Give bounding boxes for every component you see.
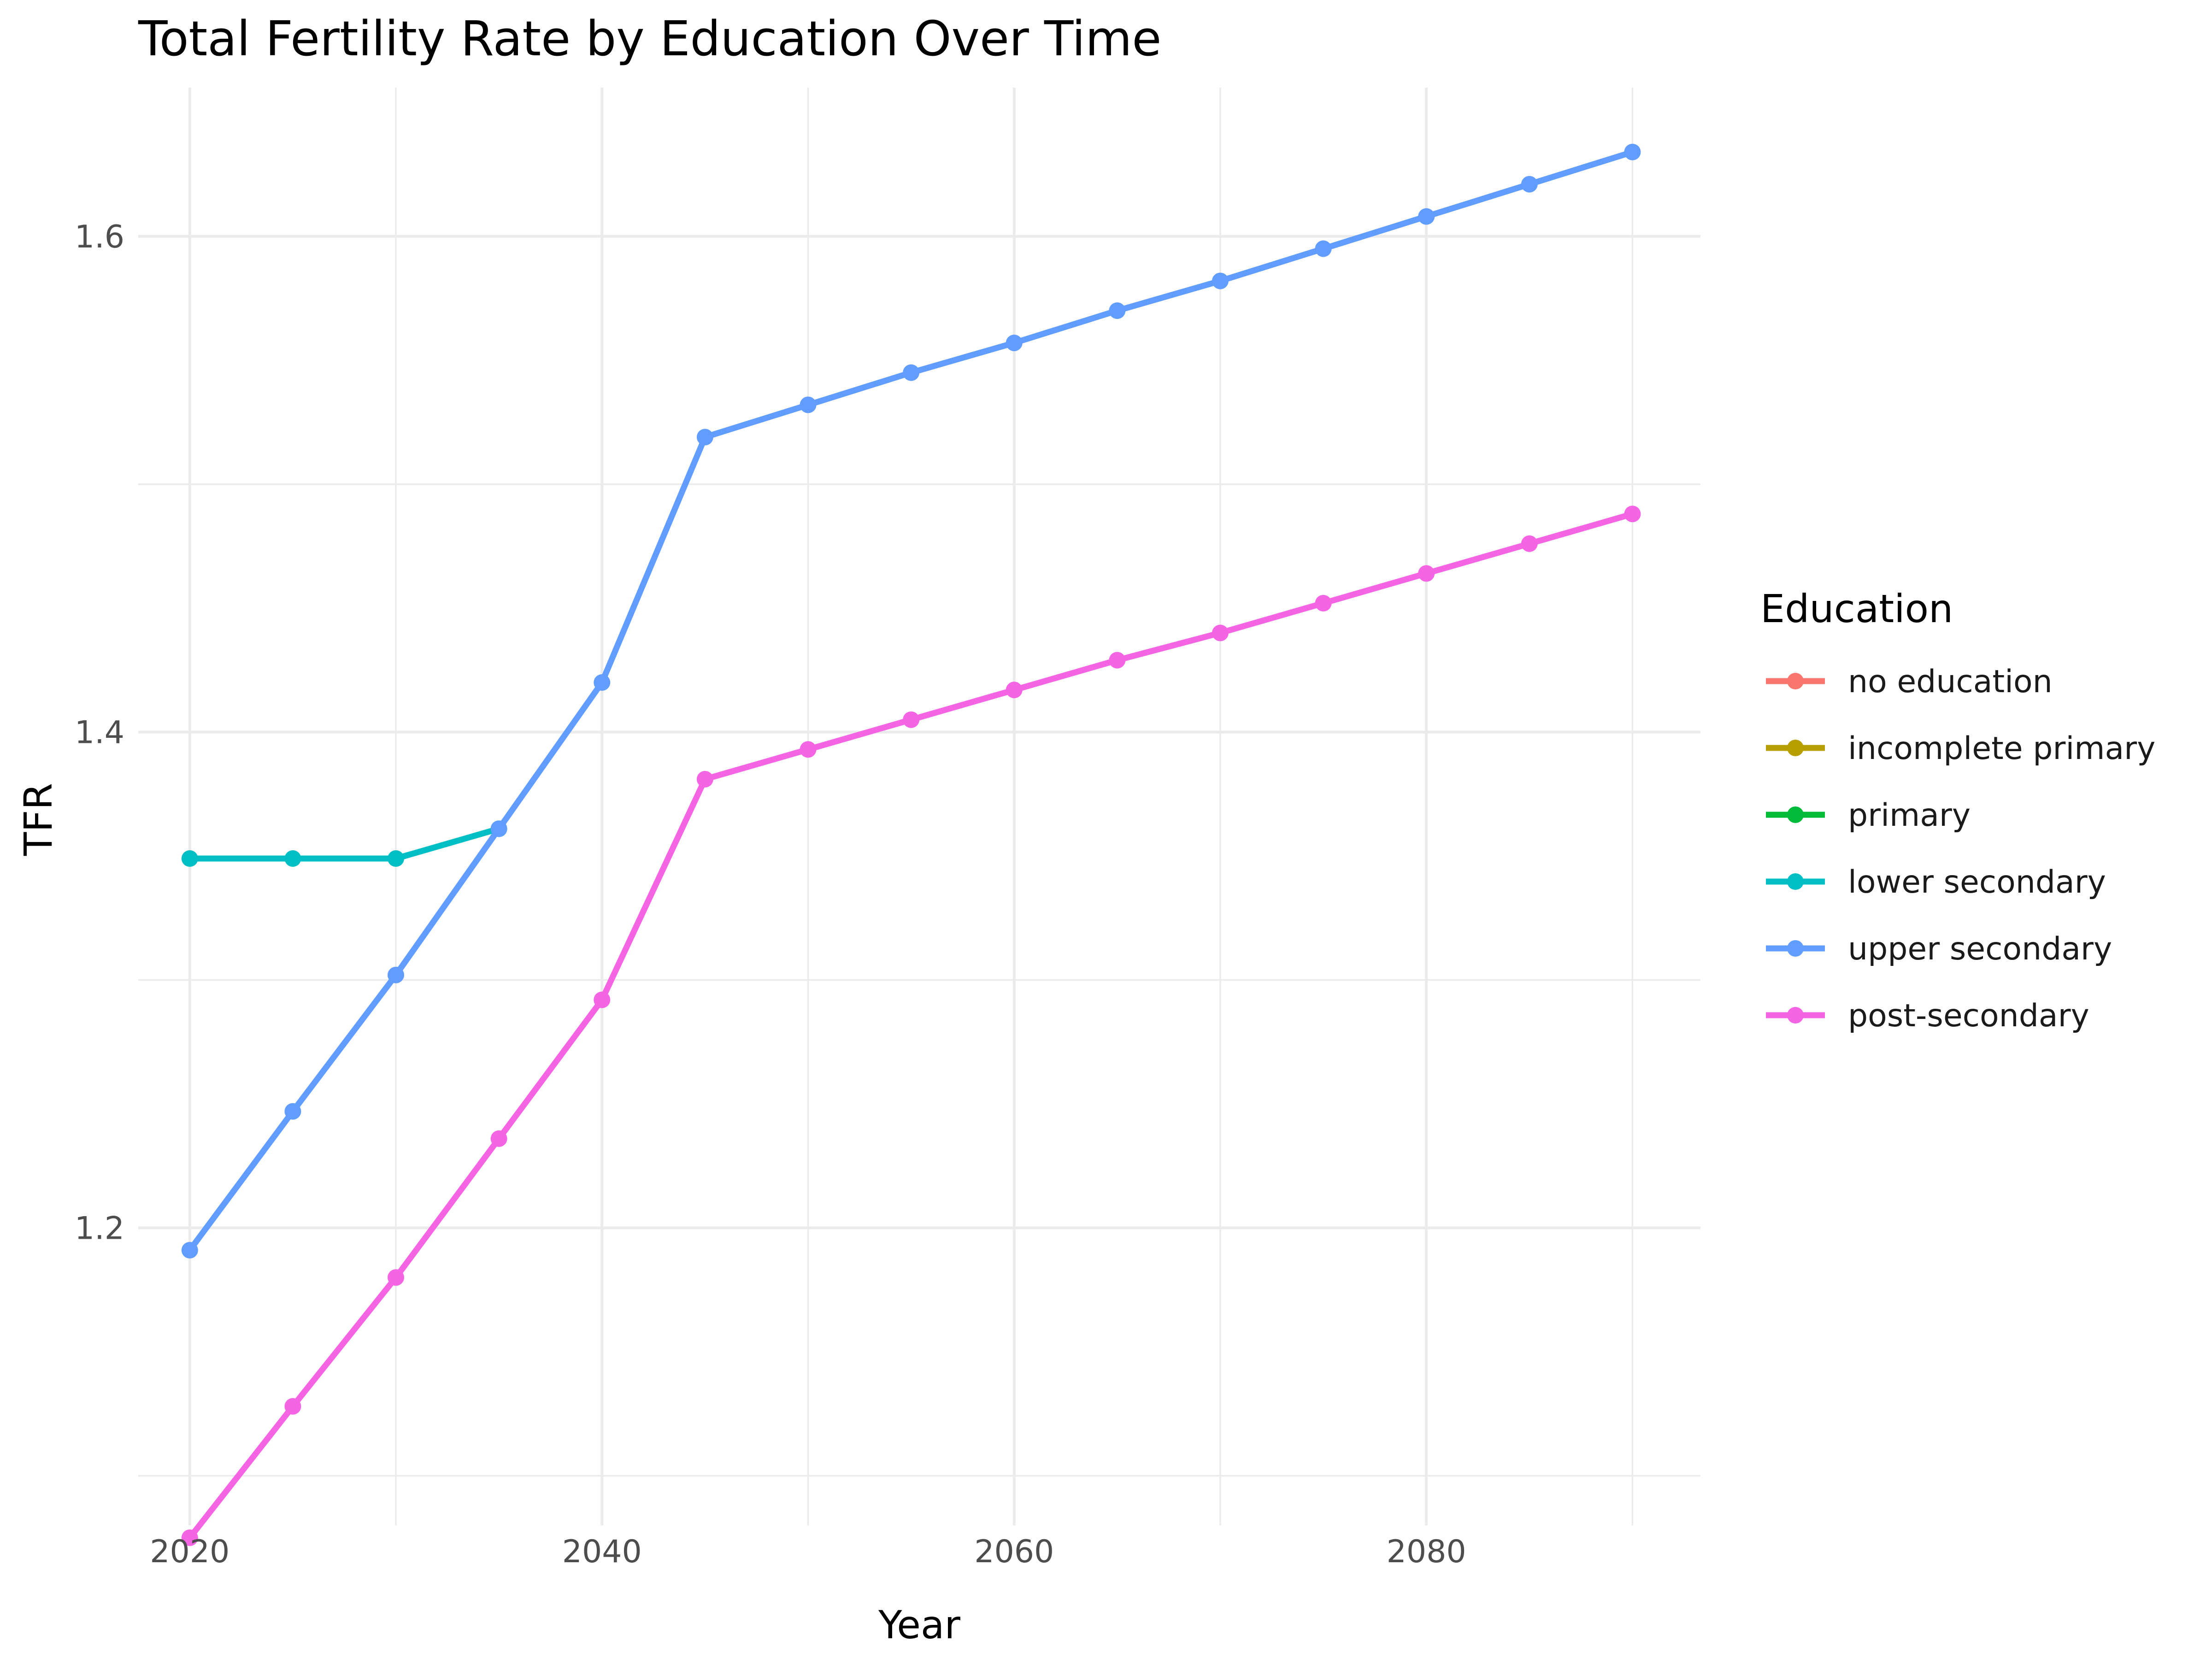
legend-entry: primary (1766, 797, 1971, 834)
legend-entry: no education (1766, 664, 2053, 700)
x-tick-label: 2080 (1387, 1534, 1466, 1570)
x-axis-ticks: 2020 2040 2060 2080 (150, 1534, 1466, 1570)
legend-label: primary (1848, 797, 1971, 834)
data-point-post-secondary (800, 741, 817, 758)
legend-entry: post-secondary (1766, 998, 2089, 1034)
data-point-post-secondary (1418, 565, 1435, 582)
legend-entry: upper secondary (1766, 931, 2112, 967)
x-tick-label: 2040 (562, 1534, 642, 1570)
data-point-lower-secondary (284, 850, 301, 867)
data-point-post-secondary (388, 1269, 405, 1286)
legend-key-point (1787, 806, 1804, 823)
y-tick-label: 1.2 (75, 1210, 124, 1247)
data-point-post-secondary (1624, 506, 1641, 523)
data-point-upper-secondary (1006, 335, 1023, 352)
data-point-post-secondary (181, 1529, 198, 1546)
data-point-post-secondary (1212, 624, 1229, 641)
legend-label: upper secondary (1848, 931, 2112, 967)
legend-title: Education (1760, 586, 1953, 631)
data-point-upper-secondary (388, 966, 405, 983)
data-point-upper-secondary (696, 429, 713, 446)
data-point-upper-secondary (1521, 176, 1538, 193)
x-tick-label: 2060 (974, 1534, 1054, 1570)
data-point-post-secondary (1315, 594, 1332, 612)
chart-title: Total Fertility Rate by Education Over T… (138, 11, 1161, 67)
legend-entry: lower secondary (1766, 864, 2106, 900)
series-line-lower-secondary (189, 826, 500, 862)
data-point-upper-secondary (1315, 240, 1332, 257)
legend-label: incomplete primary (1848, 730, 2155, 767)
data-point-post-secondary (1521, 535, 1538, 552)
series-points (181, 143, 1641, 1546)
data-point-lower-secondary (181, 850, 198, 867)
grid (138, 88, 1700, 1525)
data-point-post-secondary (490, 1130, 507, 1147)
legend-label: lower secondary (1848, 864, 2106, 900)
data-point-upper-secondary (903, 364, 920, 381)
data-point-post-secondary (284, 1398, 301, 1415)
legend-label: no education (1848, 664, 2053, 700)
data-point-post-secondary (903, 711, 920, 728)
data-point-upper-secondary (1212, 272, 1229, 289)
data-point-upper-secondary (800, 396, 817, 413)
data-point-upper-secondary (490, 820, 507, 837)
data-point-lower-secondary (388, 850, 405, 867)
y-tick-label: 1.6 (75, 219, 124, 255)
x-axis-title: Year (878, 1602, 960, 1647)
data-point-upper-secondary (284, 1103, 301, 1120)
data-point-upper-secondary (1109, 302, 1126, 319)
y-axis-title: TFR (16, 783, 61, 856)
data-point-upper-secondary (1624, 143, 1641, 160)
data-point-post-secondary (696, 771, 713, 788)
x-tick-label: 2020 (150, 1534, 229, 1570)
legend: Education no education incomplete primary… (1760, 586, 2155, 1034)
data-point-upper-secondary (594, 674, 611, 691)
legend-key-point (1787, 940, 1804, 957)
y-axis-ticks: 1.2 1.4 1.6 (75, 219, 124, 1247)
legend-entries: no education incomplete primary primary low… (1766, 664, 2155, 1034)
legend-key-point (1787, 873, 1804, 890)
data-point-post-secondary (1109, 652, 1126, 669)
data-point-post-secondary (1006, 682, 1023, 699)
legend-key-point (1787, 1007, 1804, 1024)
legend-key-point (1787, 740, 1804, 756)
data-point-upper-secondary (181, 1241, 198, 1259)
y-tick-label: 1.4 (75, 715, 124, 751)
legend-label: post-secondary (1848, 998, 2089, 1034)
legend-key-point (1787, 673, 1804, 689)
data-point-post-secondary (594, 991, 611, 1008)
data-point-upper-secondary (1418, 208, 1435, 225)
legend-entry: incomplete primary (1766, 730, 2155, 767)
